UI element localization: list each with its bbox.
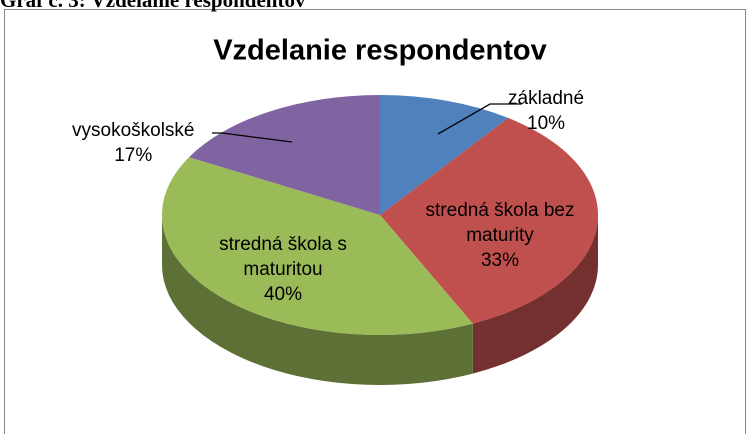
slice (162, 157, 473, 336)
category-label: vysokoškolské (72, 120, 195, 141)
value-label: 40% (263, 284, 303, 305)
data-label: vysokoškolské 17% (72, 118, 195, 168)
slice-side (472, 215, 598, 374)
chart-title: Vzdelanie respondentov (213, 35, 547, 67)
value-label: 10% (527, 113, 566, 134)
pie-sides (162, 215, 598, 386)
slice-side (162, 215, 473, 386)
leader-line (212, 132, 293, 143)
value-label: 33% (480, 250, 520, 271)
slice (188, 95, 380, 215)
pie-tops (162, 95, 598, 336)
value-label: 17% (114, 145, 153, 166)
data-label: stredná škola s maturitou 40% (208, 232, 358, 307)
data-label: základné 10% (508, 86, 584, 136)
slice (380, 95, 509, 215)
caption: Graf č. 3: Vzdelanie respondentov (0, 0, 306, 12)
category-label: stredná škola s maturitou (219, 234, 347, 280)
category-label: stredná škola bez maturity (425, 200, 575, 246)
leader-line (437, 103, 522, 135)
slice (380, 117, 598, 324)
data-label: stredná škola bez maturity 33% (425, 198, 575, 273)
leader-lines (212, 103, 522, 143)
category-label: základné (508, 88, 585, 109)
